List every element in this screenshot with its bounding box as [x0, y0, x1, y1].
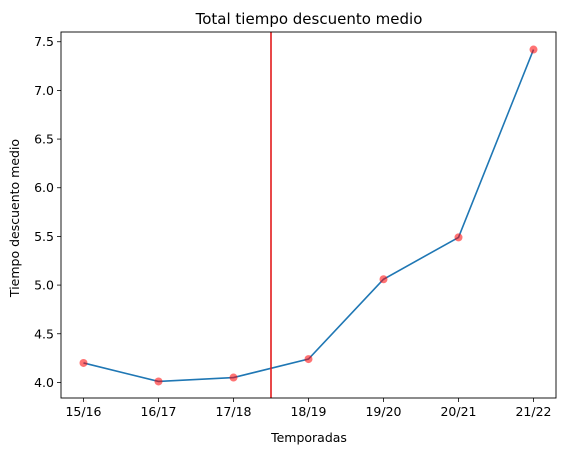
y-tick-label: 5.0 [34, 278, 54, 293]
plot-area: 4.0 4.5 5.0 5.5 6.0 6.5 7.0 7.5 15/16 16/17 17/18 1… [34, 31, 557, 419]
data-point [529, 45, 538, 54]
data-point [154, 377, 163, 386]
y-tick-label: 5.5 [34, 229, 54, 244]
y-tick-label: 4.0 [34, 375, 54, 390]
y-tick-label: 4.5 [34, 326, 54, 341]
x-tick-label: 21/22 [515, 404, 551, 419]
y-tick-label: 6.0 [34, 180, 54, 195]
series-line [83, 49, 535, 383]
y-axis-label: Tiempo descuento medio [7, 139, 22, 298]
x-tick-label: 17/18 [215, 404, 251, 419]
data-point [304, 355, 313, 364]
x-tick-label: 20/21 [440, 404, 476, 419]
chart-title: Total tiempo descuento medio [195, 10, 423, 28]
data-point [229, 373, 238, 382]
x-axis-label: Temporadas [270, 430, 347, 445]
y-tick-label: 7.5 [34, 34, 54, 49]
x-tick-label: 15/16 [65, 404, 101, 419]
data-point [79, 358, 88, 367]
x-tick-label: 18/19 [290, 404, 326, 419]
data-point [454, 233, 463, 242]
y-tick-label: 6.5 [34, 132, 54, 147]
data-point [379, 275, 388, 284]
y-tick-label: 7.0 [34, 83, 54, 98]
plot-frame [60, 31, 557, 399]
x-tick-label: 19/20 [365, 404, 401, 419]
x-tick-label: 16/17 [140, 404, 176, 419]
